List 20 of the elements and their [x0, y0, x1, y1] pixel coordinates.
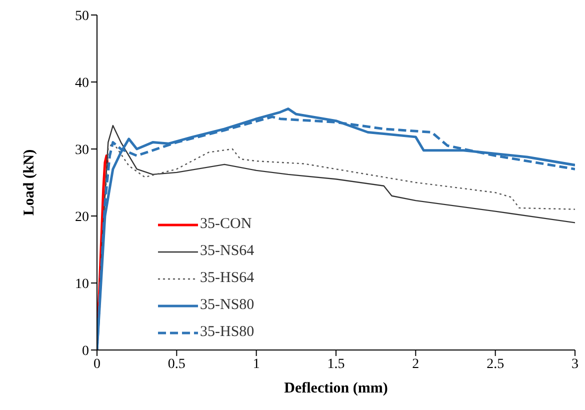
x-tick-label: 1.5	[327, 356, 345, 372]
y-tick-label: 20	[75, 210, 89, 225]
legend-label: 35-NS80	[200, 297, 254, 314]
x-tick-label: 0.5	[168, 356, 186, 372]
x-tick-label: 0	[94, 356, 100, 372]
x-axis-title: Deflection (mm)	[284, 380, 388, 397]
legend-label: 35-HS64	[200, 270, 254, 287]
y-tick-label: 40	[75, 76, 89, 91]
legend-label: 35-NS64	[200, 243, 254, 260]
legend-label: 35-HS80	[200, 324, 254, 341]
y-axis-title: Load (kN)	[21, 149, 38, 216]
x-tick-label: 1	[252, 356, 260, 372]
x-tick-label: 2	[412, 356, 420, 372]
y-tick-label: 50	[75, 8, 89, 24]
x-tick-label: 3	[572, 356, 578, 372]
y-tick-label: 10	[75, 276, 89, 292]
y-tick-label: 0	[82, 344, 89, 359]
legend-label: 35-CON	[200, 216, 252, 233]
y-tick-label: 30	[75, 142, 89, 158]
x-tick-label: 2.5	[486, 356, 504, 372]
